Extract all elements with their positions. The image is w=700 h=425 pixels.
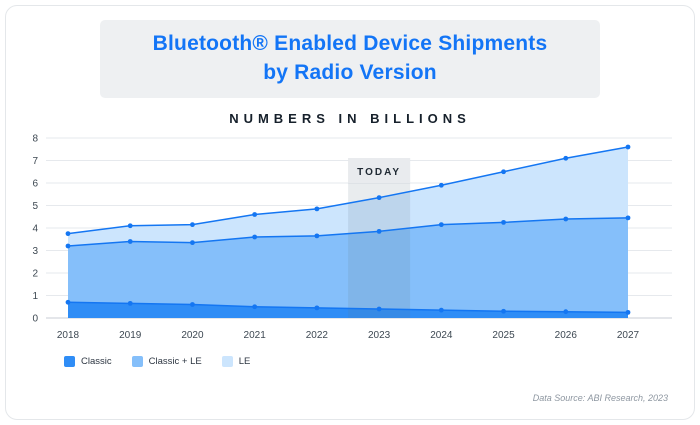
svg-text:2020: 2020 xyxy=(181,330,204,341)
legend-label-le: LE xyxy=(238,356,251,367)
data-source-note: Data Source: ABI Research, 2023 xyxy=(532,393,668,403)
svg-text:2019: 2019 xyxy=(119,330,142,341)
areas xyxy=(68,147,628,318)
legend-swatch-classic-le xyxy=(131,356,143,367)
svg-text:2024: 2024 xyxy=(430,330,453,341)
svg-text:6: 6 xyxy=(32,179,38,190)
x-axis-labels: 2018 2019 2020 2021 2022 2023 2024 2025 2026 2027 xyxy=(57,330,640,341)
svg-text:2021: 2021 xyxy=(244,330,267,341)
svg-text:3: 3 xyxy=(32,246,38,257)
chart-legend: Classic Classic + LE LE xyxy=(64,356,694,367)
legend-label-classic: Classic xyxy=(81,356,112,367)
chart-subtitle: NUMBERS IN BILLIONS xyxy=(229,111,471,126)
svg-text:2: 2 xyxy=(32,269,38,280)
page-title-line2: by Radio Version xyxy=(263,61,437,84)
today-band: TODAY xyxy=(348,158,411,318)
svg-text:2022: 2022 xyxy=(306,330,329,341)
svg-text:2025: 2025 xyxy=(492,330,515,341)
svg-text:4: 4 xyxy=(32,224,38,235)
page-title-line1: Bluetooth® Enabled Device Shipments xyxy=(152,32,548,55)
title-block: Bluetooth® Enabled Device Shipments by R… xyxy=(100,20,600,98)
svg-text:0: 0 xyxy=(32,314,38,325)
svg-text:7: 7 xyxy=(32,156,38,167)
svg-text:2027: 2027 xyxy=(617,330,640,341)
legend-item-classic: Classic xyxy=(64,356,112,367)
svg-text:5: 5 xyxy=(32,201,38,212)
legend-swatch-classic xyxy=(64,356,75,367)
today-label: TODAY xyxy=(357,167,401,178)
legend-swatch-le xyxy=(221,356,233,367)
svg-text:2023: 2023 xyxy=(368,330,391,341)
legend-item-le: LE xyxy=(221,356,251,367)
legend-item-classic-le: Classic + LE xyxy=(131,356,202,367)
svg-text:1: 1 xyxy=(32,291,38,302)
svg-text:2026: 2026 xyxy=(555,330,578,341)
legend-label-classic-le: Classic + LE xyxy=(148,356,202,367)
svg-text:8: 8 xyxy=(32,134,38,145)
series-lines xyxy=(65,144,631,315)
svg-text:2018: 2018 xyxy=(57,330,80,341)
chart-card: Bluetooth® Enabled Device Shipments by R… xyxy=(5,5,695,420)
